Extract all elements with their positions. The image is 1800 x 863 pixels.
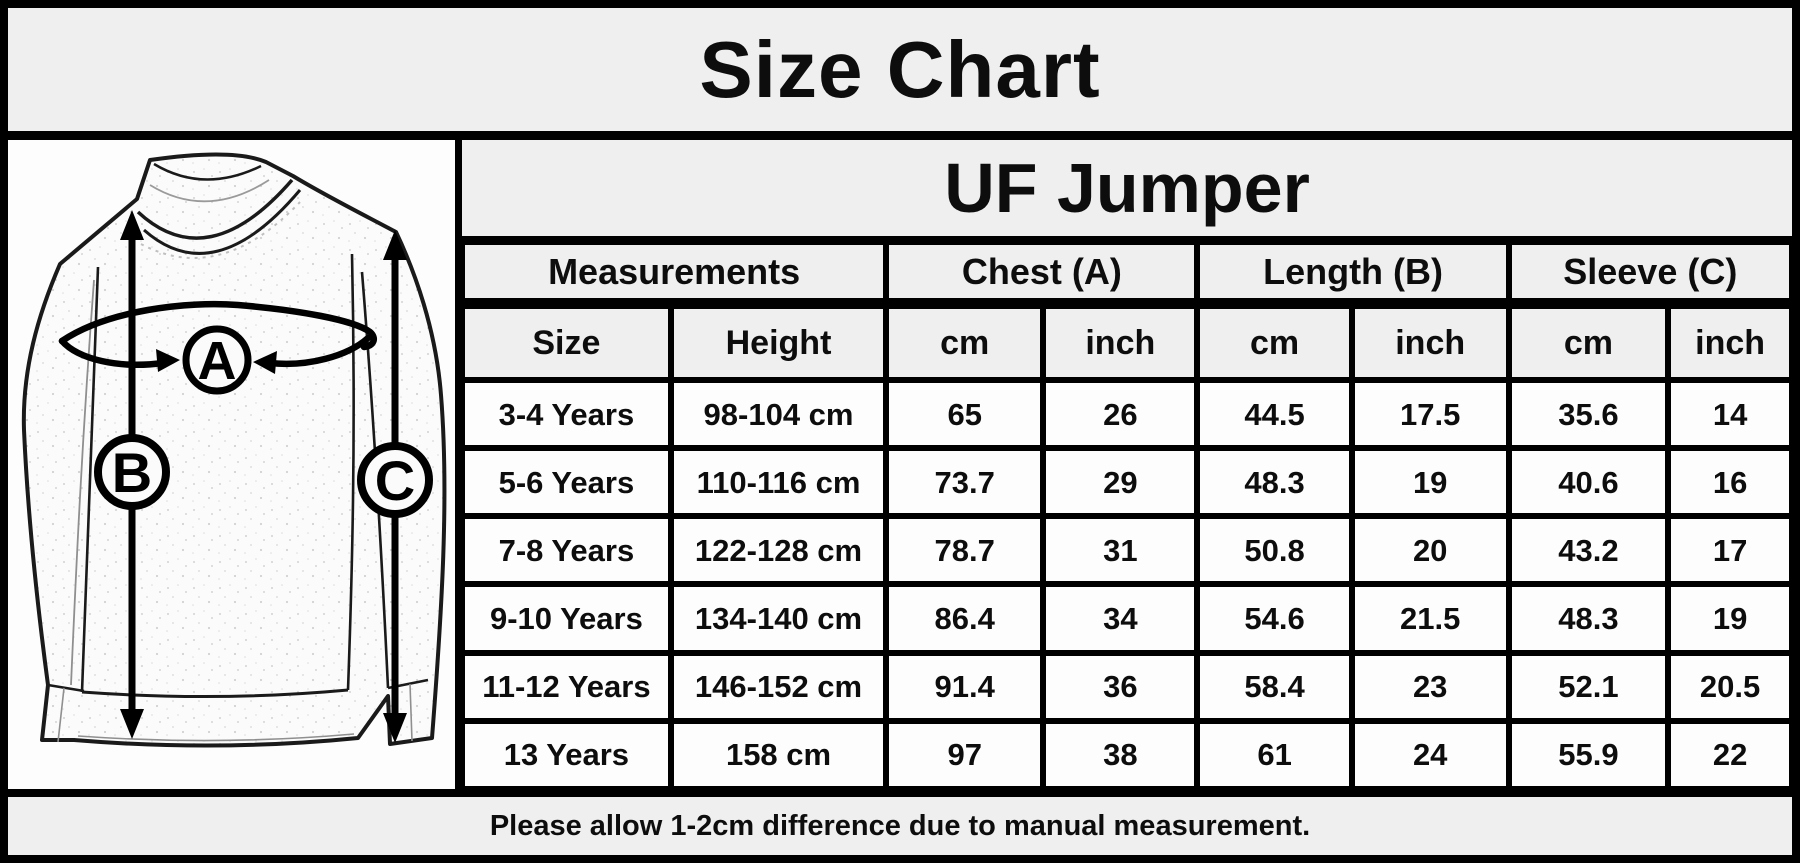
cell-length-inch: 24 — [1351, 720, 1509, 789]
cell-chest-cm: 97 — [886, 720, 1044, 789]
measurements-table: Measurements Chest (A) Length (B) Sleeve… — [462, 242, 1792, 789]
cell-size: 9-10 Years — [462, 584, 671, 653]
chest-arrow — [58, 300, 378, 374]
group-header-chest: Chest (A) — [886, 242, 1198, 304]
cell-sleeve-cm: 48.3 — [1508, 584, 1669, 653]
measure-markers: A B C — [94, 325, 433, 518]
marker-c-label: C — [375, 449, 415, 512]
cell-sleeve-inch: 22 — [1668, 720, 1792, 789]
marker-a-circle — [182, 325, 252, 395]
cell-chest-inch: 29 — [1043, 448, 1198, 517]
cell-height: 146-152 cm — [670, 652, 887, 721]
title-band: Size Chart — [8, 8, 1792, 140]
cell-length-inch: 23 — [1351, 652, 1509, 721]
cell-sleeve-cm: 55.9 — [1508, 720, 1669, 789]
group-header-length: Length (B) — [1197, 242, 1509, 304]
cell-height: 134-140 cm — [670, 584, 887, 653]
cell-length-cm: 61 — [1197, 720, 1352, 789]
column-header-chest-cm: cm — [886, 304, 1044, 380]
cell-sleeve-inch: 20.5 — [1668, 652, 1792, 721]
column-header-height: Height — [670, 304, 887, 380]
cell-sleeve-inch: 17 — [1668, 516, 1792, 585]
size-table-panel: UF Jumper Measurements Chest (A) Length … — [462, 140, 1792, 789]
cell-sleeve-inch: 14 — [1668, 380, 1792, 449]
cell-length-inch: 20 — [1351, 516, 1509, 585]
cell-chest-cm: 65 — [886, 380, 1044, 449]
column-header-length-inch: inch — [1351, 304, 1509, 380]
cell-chest-cm: 73.7 — [886, 448, 1044, 517]
cell-length-inch: 19 — [1351, 448, 1509, 517]
product-name: UF Jumper — [944, 149, 1310, 227]
column-header-size: Size — [462, 304, 671, 380]
cell-height: 122-128 cm — [670, 516, 887, 585]
cell-chest-inch: 31 — [1043, 516, 1198, 585]
column-header-sleeve-inch: inch — [1668, 304, 1792, 380]
cell-sleeve-cm: 40.6 — [1508, 448, 1669, 517]
column-header-sleeve-cm: cm — [1508, 304, 1669, 380]
cell-size: 11-12 Years — [462, 652, 671, 721]
cell-chest-inch: 38 — [1043, 720, 1198, 789]
cell-length-cm: 58.4 — [1197, 652, 1352, 721]
footer-note: Please allow 1-2cm difference due to man… — [489, 809, 1311, 842]
marker-b-label: B — [112, 441, 152, 504]
cell-chest-inch: 34 — [1043, 584, 1198, 653]
cell-length-cm: 54.6 — [1197, 584, 1352, 653]
page-title: Size Chart — [699, 24, 1101, 114]
cell-sleeve-inch: 19 — [1668, 584, 1792, 653]
marker-c-circle — [357, 442, 433, 518]
cell-height: 98-104 cm — [670, 380, 887, 449]
main-area: A B C UF Jumper Measurements Chest (A) L… — [8, 140, 1792, 789]
marker-a-label: A — [198, 331, 237, 391]
product-name-band: UF Jumper — [462, 140, 1792, 242]
cell-length-inch: 21.5 — [1351, 584, 1509, 653]
cell-chest-cm: 91.4 — [886, 652, 1044, 721]
cell-height: 110-116 cm — [670, 448, 887, 517]
cell-sleeve-cm: 43.2 — [1508, 516, 1669, 585]
cell-chest-cm: 78.7 — [886, 516, 1044, 585]
marker-b-circle — [94, 434, 170, 510]
jumper-diagram-panel: A B C — [8, 140, 462, 789]
cell-sleeve-cm: 35.6 — [1508, 380, 1669, 449]
cell-size: 3-4 Years — [462, 380, 671, 449]
cell-sleeve-cm: 52.1 — [1508, 652, 1669, 721]
cell-height: 158 cm — [670, 720, 887, 789]
cell-size: 5-6 Years — [462, 448, 671, 517]
cell-chest-inch: 36 — [1043, 652, 1198, 721]
cell-length-cm: 44.5 — [1197, 380, 1352, 449]
column-header-chest-inch: inch — [1043, 304, 1198, 380]
column-header-length-cm: cm — [1197, 304, 1352, 380]
cell-length-cm: 50.8 — [1197, 516, 1352, 585]
footer-note-band: Please allow 1-2cm difference due to man… — [8, 789, 1792, 855]
group-header-measurements: Measurements — [462, 242, 887, 304]
group-header-sleeve: Sleeve (C) — [1508, 242, 1792, 304]
cell-size: 13 Years — [462, 720, 671, 789]
cell-length-inch: 17.5 — [1351, 380, 1509, 449]
cell-chest-cm: 86.4 — [886, 584, 1044, 653]
jumper-sketch: A B C — [21, 152, 447, 748]
cell-size: 7-8 Years — [462, 516, 671, 585]
cell-chest-inch: 26 — [1043, 380, 1198, 449]
cell-length-cm: 48.3 — [1197, 448, 1352, 517]
cell-sleeve-inch: 16 — [1668, 448, 1792, 517]
